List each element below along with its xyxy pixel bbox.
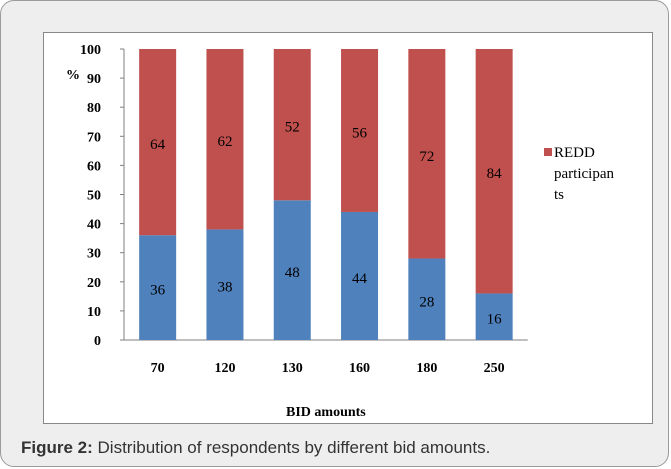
bar-lower-segment: [273, 200, 311, 340]
x-tick-label: 160: [349, 361, 370, 376]
bar-lower-segment: [341, 211, 379, 340]
bar-upper-segment: [139, 49, 177, 236]
data-label: 48: [285, 265, 300, 281]
data-label: 36: [150, 283, 166, 299]
y-tick-label: 70: [87, 130, 101, 145]
data-label: 84: [487, 166, 503, 182]
data-label: 56: [352, 125, 368, 141]
y-tick-label: 30: [87, 247, 101, 262]
x-tick-label: 250: [484, 361, 505, 376]
legend-label: REDD: [554, 145, 595, 161]
data-label: 38: [217, 280, 232, 296]
bar-lower-segment: [475, 293, 513, 340]
caption-text: Distribution of respondents by different…: [97, 438, 491, 457]
y-tick-label: 40: [87, 218, 101, 233]
data-label: 72: [419, 149, 434, 165]
y-axis-label: %: [66, 68, 80, 83]
bar-upper-segment: [341, 49, 379, 212]
x-axis-label: BID amounts: [286, 405, 366, 420]
y-tick-label: 60: [87, 159, 101, 174]
bar-upper-segment: [206, 49, 244, 230]
data-label: 28: [419, 294, 434, 310]
bar-lower-segment: [408, 258, 446, 340]
data-label: 52: [285, 120, 300, 136]
legend-swatch: [544, 148, 552, 156]
x-tick-label: 180: [416, 361, 437, 376]
bar-upper-segment: [408, 49, 446, 259]
y-tick-label: 90: [87, 72, 101, 87]
x-tick-label: 130: [282, 361, 303, 376]
y-tick-label: 50: [87, 189, 101, 204]
y-tick-label: 80: [87, 101, 101, 116]
x-tick-label: 70: [151, 361, 165, 376]
data-label: 16: [487, 312, 503, 328]
y-tick-label: 20: [87, 276, 101, 291]
chart-frame: 0 10 20 30 40 50 60 70 80 90 100% 36 64 70 38 62 120 48 52…: [43, 32, 653, 424]
data-label: 62: [217, 134, 232, 150]
bar-upper-segment: [273, 49, 311, 201]
legend-label: participan: [554, 166, 614, 182]
data-label: 64: [150, 137, 166, 153]
y-tick-label: 100: [80, 43, 101, 58]
y-tick-label: 10: [87, 305, 101, 320]
y-tick-label: 0: [94, 334, 101, 349]
figure-caption: Figure 2: Distribution of respondents by…: [21, 438, 490, 458]
stacked-bar-chart: 0 10 20 30 40 50 60 70 80 90 100% 36 64 70 38 62 120 48 52…: [66, 43, 614, 420]
bar-upper-segment: [475, 49, 513, 294]
data-label: 44: [352, 271, 368, 287]
legend-label: ts: [554, 187, 564, 203]
bar-lower-segment: [139, 235, 177, 340]
bar-lower-segment: [206, 229, 244, 340]
caption-label: Figure 2:: [21, 438, 93, 457]
x-tick-label: 120: [214, 361, 235, 376]
